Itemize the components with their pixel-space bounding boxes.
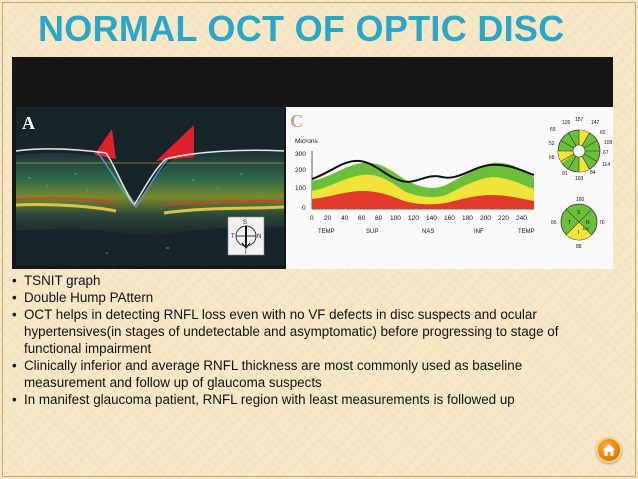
bullet-item: Double Hump PAttern — [12, 289, 602, 306]
compass-label-t: T — [231, 234, 235, 240]
quadrant-chart: 160 65 70 88 S T N I 120 — [551, 197, 605, 250]
tsnit-ytick: 0 — [302, 205, 306, 212]
tsnit-xtick: 60 — [358, 215, 366, 222]
quadrant-letter: N — [586, 220, 590, 226]
clock-hour-value: 114 — [602, 162, 610, 168]
tsnit-xtick: 20 — [324, 215, 332, 222]
tsnit-xtick: 100 — [390, 215, 401, 222]
quadrant-value: 120 — [582, 226, 589, 231]
clock-hour-value: 109 — [604, 140, 613, 146]
tsnit-ytick: 300 — [295, 151, 306, 158]
tsnit-ytick: 100 — [295, 185, 306, 192]
quadrant-letter: I — [578, 230, 579, 236]
clock-hour-chart: 126 157 147 65 60 109 52 67 68 114 91 84… — [549, 117, 613, 182]
panel-a-label: A — [22, 113, 35, 133]
clock-hour-value: 147 — [591, 120, 600, 126]
quadrant-value: 65 — [551, 220, 557, 226]
compass-label-s: S — [243, 220, 247, 226]
tsnit-xtick: 220 — [498, 215, 509, 222]
tsnit-xtick: 140 — [426, 215, 437, 222]
tsnit-xtick: 80 — [375, 215, 383, 222]
oct-figure: S T N I A Microns 300 200 100 0 — [12, 57, 613, 269]
clock-hour-value: 67 — [603, 150, 609, 156]
home-button[interactable] — [596, 437, 622, 463]
clock-hour-value: 91 — [562, 171, 568, 177]
tsnit-xtick: 180 — [462, 215, 473, 222]
clock-hour-value: 65 — [550, 127, 556, 133]
tsnit-xtick: 40 — [341, 215, 349, 222]
tsnit-sector-label: SUP — [366, 229, 378, 235]
clock-hour-value: 60 — [600, 130, 606, 136]
bullet-item: Clinically inferior and average RNFL thi… — [12, 357, 602, 391]
clock-hour-value: 52 — [549, 141, 555, 147]
tsnit-xtick: 0 — [310, 215, 314, 222]
tsnit-sector-label: INF — [474, 229, 484, 235]
quadrant-letter: T — [568, 220, 571, 226]
clock-hour-value: 68 — [549, 155, 555, 161]
bullet-list: TSNIT graph Double Hump PAttern OCT help… — [12, 272, 602, 408]
oct-cross-section-image: S T N I A — [16, 107, 284, 266]
compass-label-i: I — [245, 250, 247, 256]
panel-c-label: C — [290, 111, 303, 131]
tsnit-xtick: 240 — [516, 215, 527, 222]
clock-hour-value: 84 — [590, 170, 596, 176]
tsnit-ylabel: Microns — [295, 138, 319, 145]
tsnit-sector-label: TEMP — [318, 229, 335, 235]
clock-hour-value: 126 — [562, 120, 571, 126]
quadrant-value: 70 — [599, 220, 605, 226]
tsnit-xtick: 160 — [444, 215, 455, 222]
bullet-item: In manifest glaucoma patient, RNFL regio… — [12, 391, 602, 408]
quadrant-letter: S — [577, 210, 581, 216]
bullet-item: TSNIT graph — [12, 272, 602, 289]
tsnit-ytick: 200 — [295, 167, 306, 174]
quadrant-value: 160 — [576, 197, 585, 203]
clock-hour-value: 103 — [575, 176, 584, 182]
tsnit-graph-panel: Microns 300 200 100 0 0 20 40 60 80 100 … — [286, 107, 613, 269]
compass-label-n: N — [257, 234, 261, 240]
tsnit-sector-label: NAS — [422, 229, 434, 235]
quadrant-value: 88 — [576, 244, 582, 250]
tsnit-xtick: 200 — [480, 215, 491, 222]
tsnit-sector-label: TEMP — [518, 229, 535, 235]
home-icon — [603, 444, 615, 456]
tsnit-xtick: 120 — [408, 215, 419, 222]
bullet-item: OCT helps in detecting RNFL loss even wi… — [12, 306, 602, 357]
slide-title: NORMAL OCT OF OPTIC DISC — [38, 8, 565, 49]
clock-hour-value: 157 — [575, 117, 584, 123]
